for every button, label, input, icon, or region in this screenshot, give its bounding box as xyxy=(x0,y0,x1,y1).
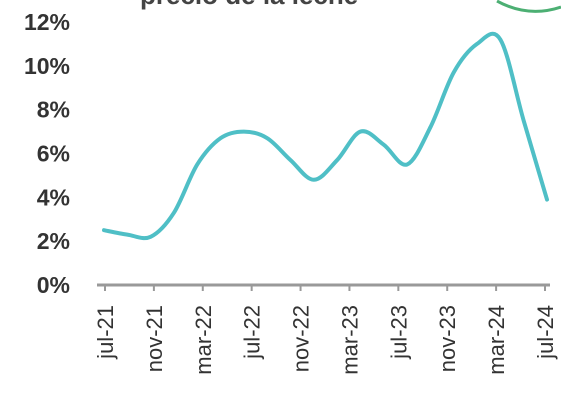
x-tick-label: jul-21 xyxy=(93,305,118,360)
x-tick-label: mar-23 xyxy=(337,305,362,375)
series-line xyxy=(102,31,549,241)
y-tick-label: 2% xyxy=(37,228,70,254)
x-tick-label: mar-22 xyxy=(191,305,216,375)
x-axis-tick-labels: jul-21 nov-21 mar-22 jul-22 nov-22 mar-23 jul-… xyxy=(93,305,558,375)
x-tick-label: jul-23 xyxy=(386,305,411,360)
y-axis-tick-labels: 0% 2% 4% 6% 8% 10% 12% xyxy=(24,9,70,298)
x-axis-tick-marks xyxy=(104,285,546,291)
x-tick-label: jul-22 xyxy=(240,305,265,360)
y-tick-label: 4% xyxy=(37,184,70,210)
x-tick-label: nov-23 xyxy=(435,305,460,372)
corner-badge-arc xyxy=(496,0,561,13)
y-tick-label: 10% xyxy=(24,53,70,79)
y-tick-label: 8% xyxy=(37,97,70,123)
y-tick-label: 6% xyxy=(37,141,70,167)
chart-title-fragment: precio de la leche xyxy=(140,0,358,10)
x-tick-label: nov-22 xyxy=(289,305,314,372)
x-tick-label: jul-24 xyxy=(533,305,558,360)
x-tick-label: nov-21 xyxy=(142,305,167,372)
y-tick-label: 0% xyxy=(37,272,70,298)
y-tick-label: 12% xyxy=(24,9,70,35)
x-tick-label: mar-24 xyxy=(484,305,509,375)
